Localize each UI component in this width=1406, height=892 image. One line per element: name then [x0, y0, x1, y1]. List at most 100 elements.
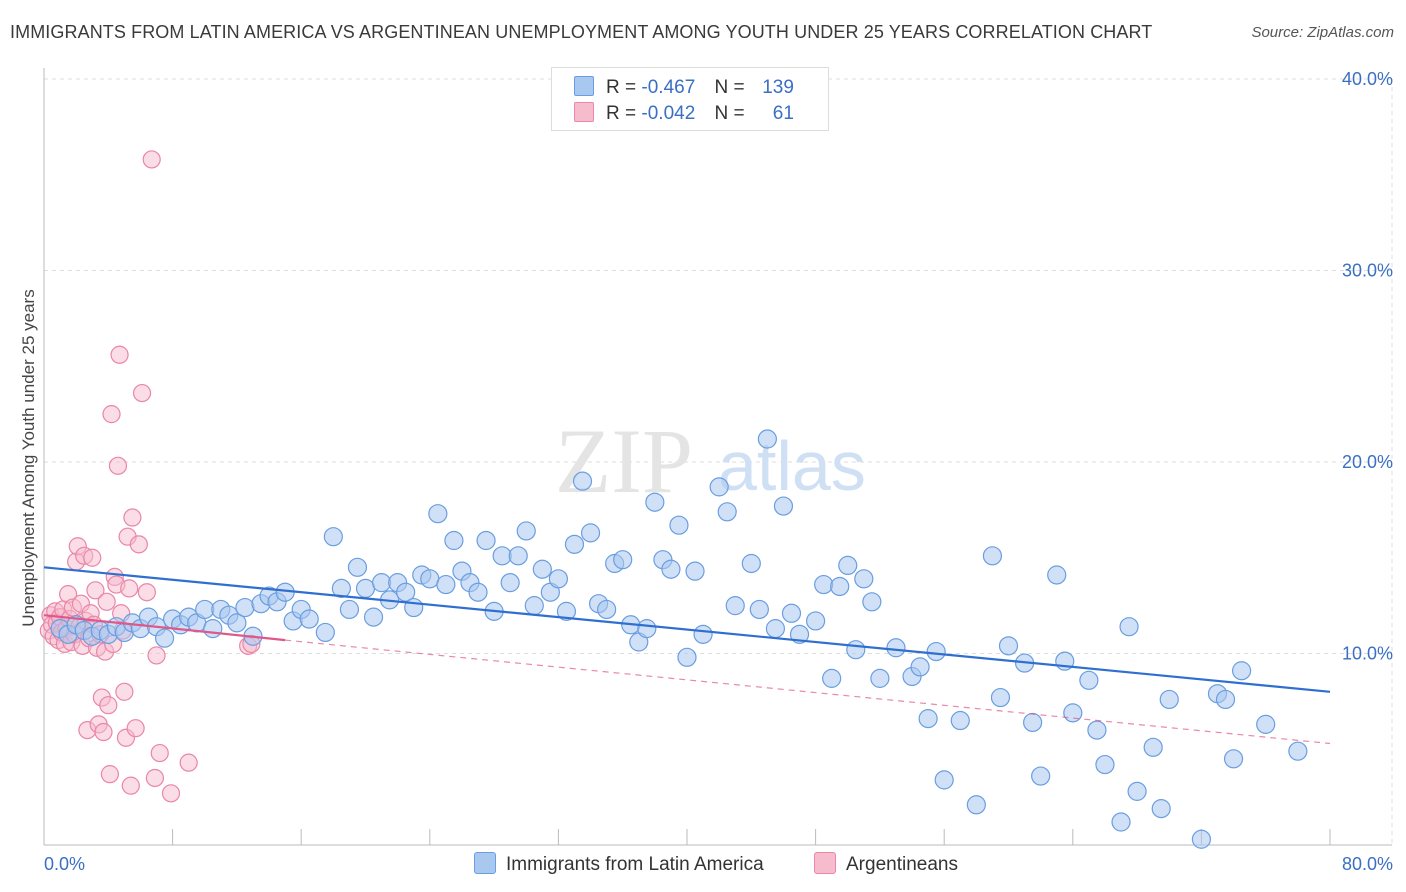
- latin-america-point: [854, 569, 874, 589]
- latin-america-point: [773, 496, 794, 516]
- latin-america-point: [693, 624, 713, 644]
- blue-swatch-icon: [574, 76, 594, 96]
- latin-america-point: [195, 599, 215, 620]
- argentineans-points: [39, 150, 261, 803]
- latin-america-point: [315, 622, 335, 643]
- argentinean-point: [179, 753, 198, 772]
- latin-america-point: [1151, 799, 1171, 819]
- latin-america-point: [436, 574, 456, 595]
- legend-n-label-2: N =: [714, 103, 745, 124]
- latin-america-point: [757, 429, 777, 449]
- argentinean-point: [137, 583, 156, 602]
- latin-america-point: [765, 619, 786, 639]
- legend-r-label-1: R =: [606, 77, 637, 98]
- latin-america-point: [476, 530, 496, 551]
- y-tick-label: 10.0%: [1342, 644, 1393, 664]
- latin-america-point: [227, 613, 247, 633]
- watermark-zip: ZIP: [555, 410, 693, 512]
- latin-america-point: [492, 546, 512, 566]
- latin-america-point: [822, 668, 842, 688]
- argentinean-point: [142, 150, 161, 169]
- correlation-legend: R = -0.467 N = 139 R = -0.042 N = 61: [551, 67, 829, 131]
- latin-america-point: [926, 641, 946, 662]
- argentinean-point: [120, 579, 139, 598]
- latin-america-point: [339, 599, 360, 620]
- latin-america-point: [1231, 661, 1252, 681]
- blue-swatch-icon: [474, 852, 496, 874]
- latin-america-point: [934, 770, 954, 790]
- y-axis-label: Unemployment Among Youth under 25 years: [19, 289, 38, 626]
- latin-america-point: [998, 636, 1019, 656]
- latin-america-point: [661, 559, 681, 579]
- latin-america-point: [404, 597, 424, 618]
- argentinean-point: [123, 508, 142, 527]
- latin-america-point: [203, 619, 223, 639]
- argentinean-point: [121, 776, 140, 795]
- latin-america-point: [685, 561, 705, 581]
- latin-america-point: [749, 599, 769, 620]
- latin-america-point: [420, 569, 440, 589]
- argentinean-point: [126, 719, 145, 738]
- latin-america-point: [910, 657, 930, 677]
- latin-america-point: [556, 601, 577, 621]
- argentinean-point: [102, 405, 121, 424]
- legend-item-argentineans[interactable]: Argentineans: [814, 852, 958, 876]
- series-legend: Immigrants from Latin America Argentinea…: [0, 852, 1406, 876]
- x-tick-label: 0.0%: [44, 854, 85, 874]
- latin-america-point: [789, 624, 810, 644]
- latin-america-point: [645, 492, 665, 512]
- latin-america-point: [1256, 714, 1276, 734]
- latin-america-point: [428, 504, 448, 524]
- latin-america-point: [1023, 712, 1043, 733]
- latin-america-point: [886, 638, 906, 658]
- argentineans-trend-extension: [285, 639, 1331, 745]
- latin-america-point: [508, 546, 528, 566]
- latin-america-point: [1119, 617, 1139, 637]
- legend-row-blue: R = -0.467 N = 139: [574, 76, 794, 100]
- argentinean-point: [100, 765, 120, 784]
- argentinean-point: [150, 743, 169, 763]
- latin-america-point: [862, 592, 882, 612]
- latin-america-point: [532, 559, 552, 579]
- chart-title: IMMIGRANTS FROM LATIN AMERICA VS ARGENTI…: [10, 22, 1153, 42]
- argentinean-point: [83, 548, 102, 567]
- argentinean-point: [132, 383, 152, 403]
- x-tick-labels: 0.0% 80.0%: [44, 854, 1393, 874]
- latin-america-point: [870, 668, 890, 688]
- argentinean-point: [99, 696, 118, 715]
- latin-america-point: [1143, 737, 1163, 757]
- latin-america-point: [982, 546, 1003, 566]
- legend-n-value-2: 61: [772, 103, 794, 124]
- axes: [43, 68, 1392, 846]
- latin-america-point: [717, 502, 737, 522]
- latin-america-point: [548, 569, 569, 589]
- latin-america-point: [709, 477, 729, 497]
- latin-america-point: [524, 596, 544, 616]
- latin-america-point: [830, 576, 850, 597]
- legend-label-argentineans: Argentineans: [846, 854, 958, 875]
- latin-america-point: [838, 555, 858, 576]
- latin-america-point: [1087, 720, 1107, 740]
- argentinean-point: [94, 722, 113, 742]
- latin-america-point: [1215, 689, 1236, 710]
- latin-america-point: [444, 530, 464, 551]
- latin-america-point: [1047, 565, 1067, 585]
- latin-america-point: [1095, 754, 1115, 775]
- latin-america-point: [1079, 670, 1099, 690]
- argentinean-point: [145, 768, 165, 788]
- latin-america-point: [1223, 749, 1244, 769]
- latin-america-trend-line: [43, 566, 1331, 693]
- legend-r-label-2: R =: [606, 103, 637, 124]
- latin-america-point: [580, 523, 601, 543]
- x-tick-label: 80.0%: [1342, 854, 1393, 874]
- legend-item-latin-america[interactable]: Immigrants from Latin America: [474, 852, 764, 876]
- latin-america-point: [918, 709, 938, 729]
- y-tick-label: 40.0%: [1342, 69, 1393, 89]
- latin-america-point: [363, 607, 384, 627]
- latin-america-point: [371, 573, 392, 593]
- latin-america-point: [1191, 829, 1212, 849]
- latin-america-point: [299, 609, 319, 629]
- latin-america-point: [1111, 812, 1131, 832]
- latin-america-point: [235, 597, 255, 618]
- argentinean-point: [147, 646, 166, 665]
